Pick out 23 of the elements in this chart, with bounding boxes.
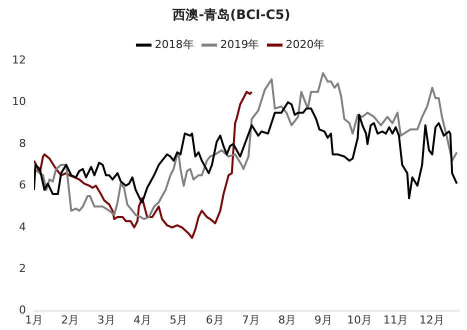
legend-label: 2018年 [154, 38, 194, 51]
x-tick-label: 9月 [314, 313, 332, 326]
x-tick-label: 12月 [419, 313, 444, 326]
chart-title: 西澳-青岛(BCI-C5) [172, 8, 290, 24]
x-tick-label: 10月 [347, 313, 372, 326]
y-tick-label: 0 [18, 304, 26, 317]
y-tick-label: 8 [18, 136, 26, 150]
y-tick-label: 6 [18, 178, 26, 192]
y-tick-label: 4 [18, 220, 26, 234]
x-tick-label: 11月 [383, 313, 408, 326]
x-tick-label: 4月 [134, 313, 152, 326]
y-tick-label: 10 [12, 95, 26, 108]
y-tick-label: 2 [18, 262, 26, 275]
legend-label: 2019年 [220, 38, 260, 51]
x-tick-label: 3月 [97, 313, 116, 326]
x-tick-label: 2月 [61, 313, 80, 326]
y-tick-label: 12 [12, 53, 26, 66]
x-tick-label: 7月 [242, 313, 260, 326]
x-tick-label: 5月 [170, 313, 188, 326]
x-tick-label: 1月 [24, 313, 43, 326]
x-tick-label: 6月 [206, 313, 224, 326]
legend-label: 2020年 [286, 38, 325, 51]
x-tick-label: 8月 [278, 313, 296, 326]
